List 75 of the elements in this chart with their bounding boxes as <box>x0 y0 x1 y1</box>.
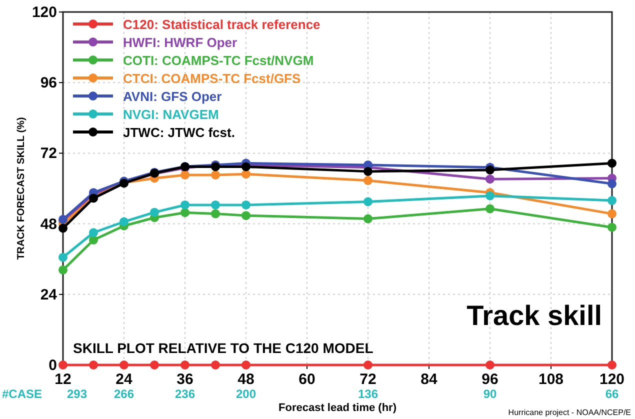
x-tick-label: 96 <box>482 371 498 388</box>
point <box>364 214 372 224</box>
text: 136 <box>358 387 378 401</box>
y-tick-label: 120 <box>32 4 57 21</box>
point <box>608 196 616 206</box>
point <box>89 235 98 244</box>
x-tick-label: 72 <box>360 371 376 388</box>
text: 200 <box>236 387 256 401</box>
point <box>242 200 250 210</box>
legend-label: C120: Statistical track reference <box>123 17 320 32</box>
point <box>608 179 616 188</box>
point <box>211 360 220 370</box>
legend-label: COTI: COAMPS-TC Fcst/NVGM <box>123 53 314 68</box>
point <box>242 360 250 370</box>
x-tick-label: 24 <box>116 371 133 388</box>
text: 266 <box>114 387 134 401</box>
legend-label: HWFI: HWRF Oper <box>123 35 238 50</box>
text: 293 <box>66 387 88 401</box>
point <box>180 208 190 218</box>
text: Hurricane project - NOAA/NCEP/E <box>508 408 631 417</box>
point <box>486 204 494 214</box>
point <box>211 170 220 180</box>
text: 66 <box>605 387 619 401</box>
x-tick-label: 12 <box>54 371 72 388</box>
point <box>89 228 98 238</box>
point <box>211 209 220 218</box>
point <box>120 360 128 370</box>
text: #CASE <box>2 387 42 401</box>
y-tick-label: 24 <box>40 286 58 304</box>
text: 90 <box>483 387 497 401</box>
point <box>58 265 68 274</box>
point <box>486 165 494 174</box>
point <box>242 170 250 179</box>
point <box>211 200 220 210</box>
point <box>486 360 494 370</box>
legend-label: NVGI: NAVGEM <box>123 107 219 122</box>
x-tick-label: 36 <box>176 371 194 388</box>
point <box>486 174 494 184</box>
y-tick-label: 96 <box>40 74 57 92</box>
point <box>89 360 98 370</box>
point <box>58 224 68 233</box>
point <box>120 217 128 226</box>
annotation: Track skill <box>466 300 602 331</box>
x-tick-label: 108 <box>538 371 564 388</box>
legend-label: JTWC: JTWC fcst. <box>123 125 235 140</box>
x-tick-label: 84 <box>420 371 438 388</box>
point <box>364 360 372 370</box>
legend-label: AVNI: GFS Oper <box>123 89 222 104</box>
point <box>242 211 250 220</box>
point <box>150 208 159 217</box>
point <box>180 170 190 180</box>
point <box>180 200 190 210</box>
y-tick-label: 72 <box>40 145 57 162</box>
point <box>58 360 68 370</box>
y-tick-label: 0 <box>48 357 57 374</box>
point <box>180 360 190 370</box>
point <box>608 209 616 218</box>
point <box>364 197 372 206</box>
y-tick-label: 48 <box>40 216 57 233</box>
point <box>364 176 372 186</box>
annotation: SKILL PLOT RELATIVE TO THE C120 MODEL <box>73 340 374 356</box>
point <box>608 360 616 370</box>
x-tick-label: 120 <box>599 371 625 388</box>
point <box>608 222 616 232</box>
text: 236 <box>174 387 196 401</box>
point <box>608 158 616 168</box>
point <box>150 360 159 370</box>
x-tick-label: 60 <box>298 371 316 388</box>
point <box>58 252 68 262</box>
legend-label: CTCI: COAMPS-TC Fcst/GFS <box>123 71 301 86</box>
point <box>364 166 372 176</box>
y-axis-title: TRACK FORECAST SKILL (%) <box>16 117 27 260</box>
x-axis-title: Forecast lead time (hr) <box>278 402 397 414</box>
x-tick-label: 48 <box>238 371 254 388</box>
point <box>486 191 494 200</box>
